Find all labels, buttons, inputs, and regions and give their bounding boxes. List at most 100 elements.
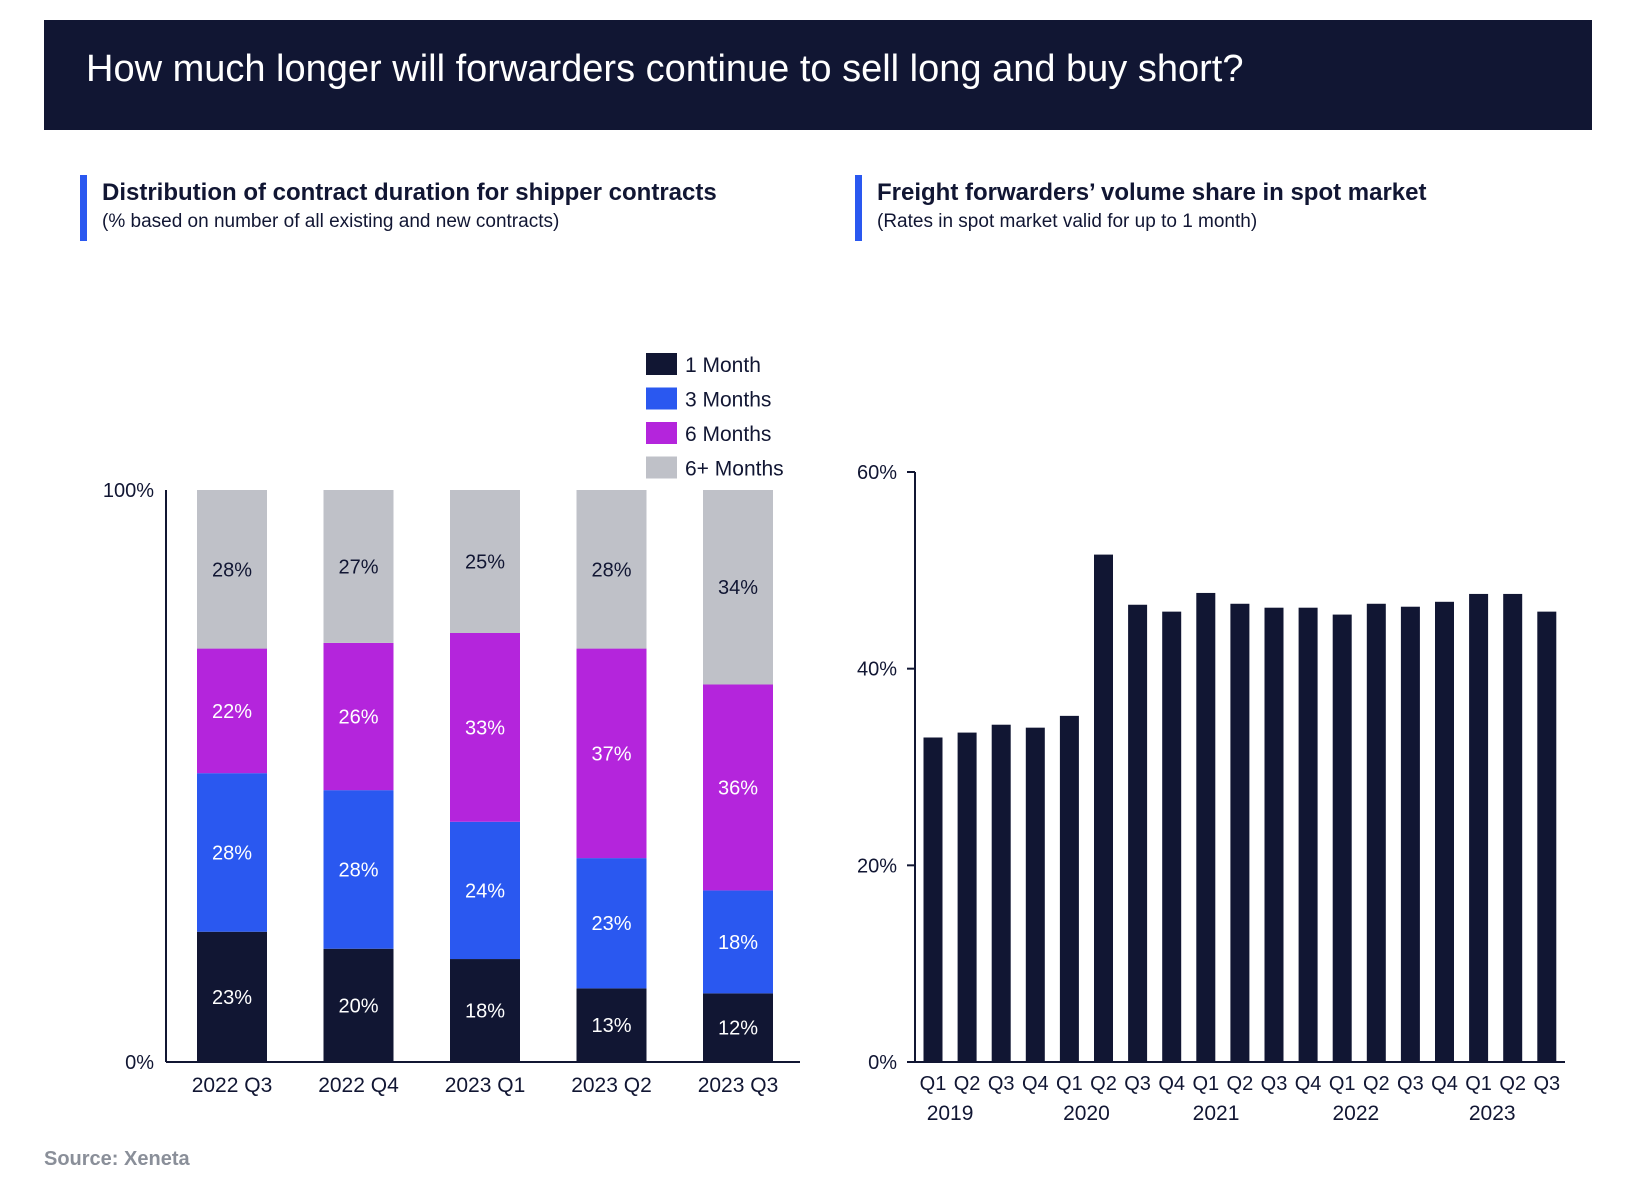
year-label: 2023	[1469, 1102, 1516, 1125]
year-label: 2020	[1063, 1102, 1110, 1125]
bar	[1128, 604, 1148, 1062]
year-label: 2021	[1193, 1102, 1240, 1125]
bar	[1366, 603, 1386, 1062]
data-label: 18%	[718, 932, 758, 954]
bar-segment	[450, 821, 520, 960]
x-tick-label: Q2	[1227, 1073, 1254, 1095]
x-tick-label: Q3	[1124, 1073, 1151, 1095]
x-tick-label: Q1	[1329, 1073, 1356, 1095]
bar-segment	[450, 633, 520, 822]
right-chart-subtitle: (Rates in spot market valid for up to 1 …	[877, 211, 1258, 232]
data-label: 28%	[212, 559, 252, 581]
bar	[1196, 592, 1216, 1062]
legend-label: 6 Months	[685, 423, 771, 446]
bar	[1094, 554, 1113, 1062]
x-tick-label: Q3	[1533, 1073, 1560, 1095]
x-tick-label: Q1	[1192, 1073, 1219, 1095]
legend-swatch	[646, 456, 677, 479]
right-panel-header: Freight forwarders’ volume share in spot…	[855, 175, 1575, 241]
year-label: 2019	[927, 1102, 974, 1125]
x-tick-label: 2022 Q4	[318, 1074, 399, 1097]
x-tick-label: Q1	[1056, 1073, 1083, 1095]
right-chart-title: Freight forwarders’ volume share in spot…	[877, 179, 1427, 206]
bar-segment	[703, 890, 773, 994]
data-label: 28%	[338, 859, 378, 881]
bar-segment	[703, 684, 773, 891]
bar-segment	[197, 490, 267, 649]
bar	[957, 732, 977, 1062]
stacked-bar-chart: 0% 100% 23% 28% 22% 28% 2022 Q3 20% 28% 26% 27% 202…	[103, 353, 800, 1097]
y-tick-label: 0%	[868, 1052, 897, 1074]
bar	[1162, 611, 1182, 1062]
bar-segment	[197, 773, 267, 932]
x-tick-label: 2022 Q3	[192, 1074, 273, 1097]
bar	[1400, 606, 1420, 1062]
x-tick-label: 2023 Q1	[445, 1074, 526, 1097]
bar	[991, 724, 1011, 1062]
bar	[1537, 611, 1557, 1062]
y-tick-label: 0%	[125, 1052, 154, 1074]
x-tick-label: 2023 Q2	[571, 1074, 652, 1097]
bar-segment	[323, 948, 394, 1062]
data-label: 24%	[465, 880, 505, 902]
bar	[1469, 593, 1489, 1062]
x-tick-label: Q4	[1295, 1073, 1322, 1095]
accent-bar	[80, 175, 87, 241]
data-label: 20%	[338, 995, 378, 1017]
bar	[923, 737, 943, 1062]
x-tick-label: Q3	[1261, 1073, 1288, 1095]
year-label: 2022	[1332, 1102, 1379, 1125]
legend-swatch	[646, 422, 677, 444]
page-title: How much longer will forwarders continue…	[86, 48, 1244, 90]
left-chart-subtitle: (% based on number of all existing and n…	[102, 211, 560, 232]
legend-label: 1 Month	[685, 354, 761, 377]
bar-segment	[323, 790, 394, 949]
data-label: 36%	[718, 777, 758, 799]
y-tick-label: 20%	[857, 855, 897, 877]
x-tick-label: Q3	[988, 1073, 1015, 1095]
y-tick-label: 100%	[103, 480, 154, 502]
x-tick-label: Q4	[1431, 1073, 1458, 1095]
header-banner: How much longer will forwarders continue…	[44, 20, 1592, 130]
data-label: 13%	[591, 1015, 631, 1037]
y-tick-label: 60%	[857, 462, 897, 484]
spot-share-bar-chart: 0% 20% 40% 60% Q1 Q2 Q3 Q4 Q1 Q2 Q3 Q4 Q1 Q2 Q3 Q4 Q1 Q2 Q…	[857, 462, 1565, 1125]
bar-segment	[450, 959, 520, 1062]
legend-swatch	[646, 387, 677, 410]
bar-segment	[703, 490, 773, 685]
bar	[1332, 614, 1352, 1062]
x-tick-label: 2023 Q3	[698, 1074, 779, 1097]
legend-label: 3 Months	[685, 389, 771, 412]
x-tick-label: Q2	[954, 1073, 981, 1095]
left-panel-header: Distribution of contract duration for sh…	[80, 175, 800, 241]
data-label: 23%	[591, 913, 631, 935]
bar	[1025, 727, 1045, 1062]
bar-segment	[576, 858, 647, 989]
bar-segment	[576, 648, 647, 859]
data-label: 25%	[465, 552, 505, 574]
bar-segment	[450, 490, 520, 633]
x-tick-label: Q1	[920, 1073, 947, 1095]
bar	[1230, 603, 1250, 1062]
bar-segment	[197, 648, 267, 774]
bar-segment	[703, 993, 773, 1062]
data-label: 23%	[212, 987, 252, 1009]
data-label: 34%	[718, 577, 758, 599]
bar	[1503, 593, 1523, 1062]
data-label: 12%	[718, 1018, 758, 1040]
legend-swatch	[646, 353, 677, 375]
data-label: 28%	[591, 559, 631, 581]
data-label: 33%	[465, 717, 505, 739]
x-tick-label: Q4	[1022, 1073, 1049, 1095]
data-label: 37%	[591, 743, 631, 765]
bar-segment	[323, 490, 394, 643]
x-tick-label: Q2	[1363, 1073, 1390, 1095]
accent-bar	[855, 175, 862, 241]
bar-segment	[197, 931, 267, 1062]
bar-segment	[576, 490, 647, 649]
bar	[1298, 607, 1318, 1062]
x-tick-label: Q3	[1397, 1073, 1424, 1095]
x-tick-label: Q2	[1090, 1073, 1117, 1095]
x-tick-label: Q4	[1158, 1073, 1185, 1095]
x-tick-label: Q2	[1499, 1073, 1526, 1095]
